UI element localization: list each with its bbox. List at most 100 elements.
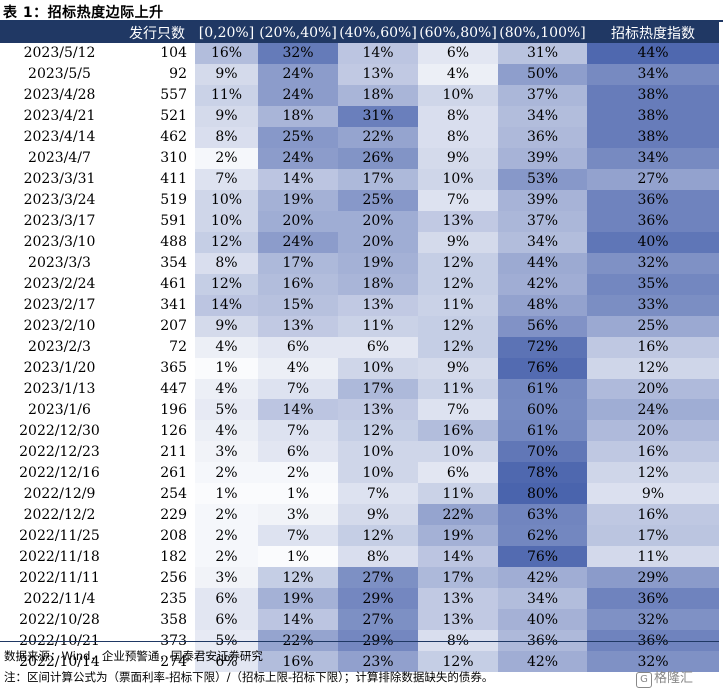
cell-bin-40-60: 10% [338, 357, 418, 379]
table-row: 2022/12/9 254 1% 1% 7% 11% 80% 9% [0, 483, 719, 505]
cell-count: 72 [119, 336, 195, 358]
cell-date: 2022/11/11 [0, 567, 119, 589]
cell-bin-80-100: 78% [498, 462, 587, 484]
cell-bin-80-100: 39% [498, 189, 587, 211]
cell-bin-20-40: 20% [258, 210, 338, 232]
cell-count: 92 [119, 63, 195, 85]
cell-bin-20-40: 2% [258, 462, 338, 484]
cell-bin-0-20: 9% [195, 63, 258, 85]
cell-heat-index: 12% [587, 462, 719, 484]
cell-bin-60-80: 13% [418, 609, 498, 631]
cell-bin-40-60: 23% [338, 651, 418, 673]
cell-count: 354 [119, 252, 195, 274]
cell-bin-80-100: 60% [498, 399, 587, 421]
cell-bin-0-20: 6% [195, 588, 258, 610]
cell-bin-40-60: 17% [338, 168, 418, 190]
col-header-bin-60-80: (60%,80%] [418, 22, 498, 43]
cell-bin-20-40: 14% [258, 609, 338, 631]
cell-count: 229 [119, 504, 195, 526]
table-row: 2022/12/16 261 2% 2% 10% 6% 78% 12% [0, 462, 719, 484]
cell-date: 2023/3/17 [0, 210, 119, 232]
cell-bin-80-100: 50% [498, 63, 587, 85]
cell-bin-40-60: 10% [338, 441, 418, 463]
cell-bin-20-40: 15% [258, 294, 338, 316]
cell-bin-60-80: 12% [418, 252, 498, 274]
cell-bin-40-60: 13% [338, 399, 418, 421]
cell-bin-0-20: 3% [195, 441, 258, 463]
cell-count: 182 [119, 546, 195, 568]
cell-bin-0-20: 8% [195, 252, 258, 274]
cell-date: 2022/11/25 [0, 525, 119, 547]
cell-bin-40-60: 7% [338, 483, 418, 505]
cell-bin-0-20: 14% [195, 294, 258, 316]
cell-heat-index: 16% [587, 336, 719, 358]
cell-count: 341 [119, 294, 195, 316]
cell-bin-40-60: 8% [338, 546, 418, 568]
cell-bin-20-40: 18% [258, 105, 338, 127]
cell-bin-0-20: 2% [195, 147, 258, 169]
table-row: 2023/1/6 196 5% 14% 13% 7% 60% 24% [0, 399, 719, 421]
cell-date: 2023/3/24 [0, 189, 119, 211]
cell-bin-60-80: 6% [418, 462, 498, 484]
cell-bin-60-80: 12% [418, 315, 498, 337]
col-header-heat-index: 招标热度指数 [587, 22, 719, 43]
cell-bin-80-100: 34% [498, 231, 587, 253]
cell-bin-20-40: 24% [258, 147, 338, 169]
col-header-count: 发行只数 [119, 22, 195, 43]
cell-bin-40-60: 22% [338, 126, 418, 148]
cell-heat-index: 35% [587, 273, 719, 295]
cell-bin-40-60: 13% [338, 294, 418, 316]
cell-count: 373 [119, 630, 195, 652]
cell-bin-80-100: 36% [498, 126, 587, 148]
col-header-bin-0-20: [0,20%] [195, 22, 258, 43]
col-header-bin-40-60: (40%,60%] [338, 22, 418, 43]
cell-bin-40-60: 20% [338, 210, 418, 232]
cell-bin-40-60: 19% [338, 252, 418, 274]
cell-bin-40-60: 17% [338, 378, 418, 400]
cell-count: 126 [119, 420, 195, 442]
cell-bin-20-40: 16% [258, 273, 338, 295]
formula-note: 注：区间计算公式为（票面利率-招标下限）/（招标上限-招标下限）；计算排除数据缺… [4, 670, 494, 684]
cell-count: 254 [119, 483, 195, 505]
cell-date: 2023/5/5 [0, 63, 119, 85]
cell-bin-20-40: 1% [258, 483, 338, 505]
cell-heat-index: 36% [587, 588, 719, 610]
table-row: 2023/1/20 365 1% 4% 10% 9% 76% 12% [0, 357, 719, 379]
cell-count: 261 [119, 462, 195, 484]
cell-bin-80-100: 42% [498, 273, 587, 295]
cell-bin-0-20: 4% [195, 378, 258, 400]
cell-date: 2022/12/9 [0, 483, 119, 505]
cell-date: 2023/1/20 [0, 357, 119, 379]
cell-bin-20-40: 17% [258, 252, 338, 274]
cell-heat-index: 38% [587, 105, 719, 127]
cell-bin-60-80: 11% [418, 483, 498, 505]
cell-bin-40-60: 27% [338, 609, 418, 631]
table-row: 2022/11/4 235 6% 19% 29% 13% 34% 36% [0, 588, 719, 610]
cell-bin-0-20: 11% [195, 84, 258, 106]
cell-count: 365 [119, 357, 195, 379]
cell-bin-0-20: 6% [195, 609, 258, 631]
cell-bin-20-40: 13% [258, 315, 338, 337]
cell-count: 256 [119, 567, 195, 589]
cell-bin-0-20: 3% [195, 567, 258, 589]
cell-bin-20-40: 24% [258, 63, 338, 85]
cell-bin-20-40: 1% [258, 546, 338, 568]
cell-bin-60-80: 7% [418, 189, 498, 211]
cell-bin-60-80: 11% [418, 294, 498, 316]
cell-date: 2023/5/12 [0, 43, 119, 64]
cell-bin-20-40: 25% [258, 126, 338, 148]
cell-bin-80-100: 44% [498, 252, 587, 274]
table-row: 2022/10/21 373 5% 22% 29% 8% 36% 36% [0, 630, 719, 652]
cell-date: 2023/1/13 [0, 378, 119, 400]
cell-bin-60-80: 22% [418, 504, 498, 526]
cell-bin-80-100: 37% [498, 84, 587, 106]
cell-bin-20-40: 32% [258, 43, 338, 64]
cell-count: 208 [119, 525, 195, 547]
cell-bin-0-20: 5% [195, 399, 258, 421]
cell-bin-20-40: 7% [258, 378, 338, 400]
cell-bin-60-80: 11% [418, 378, 498, 400]
cell-bin-40-60: 29% [338, 588, 418, 610]
cell-bin-40-60: 14% [338, 43, 418, 64]
cell-heat-index: 32% [587, 252, 719, 274]
cell-bin-0-20: 16% [195, 43, 258, 64]
